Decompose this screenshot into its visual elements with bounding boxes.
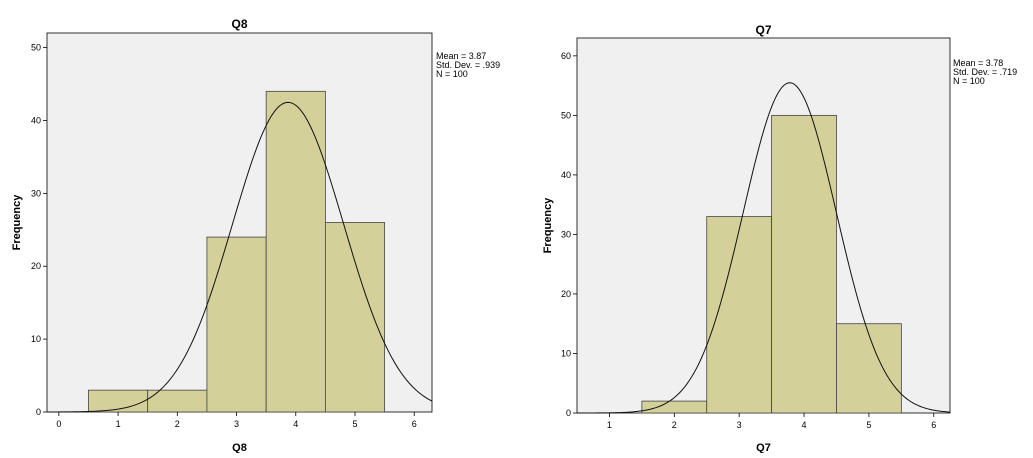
y-tick-label: 20 <box>31 261 41 271</box>
stats-line: N = 100 <box>436 69 468 79</box>
chart-title: Q8 <box>231 17 247 31</box>
y-tick-label: 50 <box>561 110 571 120</box>
histogram-bar <box>324 222 386 413</box>
y-tick-label: 30 <box>561 229 571 239</box>
stats-line: Mean = 3.87 <box>436 51 486 61</box>
y-tick-label: 0 <box>566 408 571 418</box>
histogram-bar <box>836 323 902 414</box>
stats-line: Mean = 3.78 <box>953 58 1003 68</box>
y-tick-label: 40 <box>561 170 571 180</box>
normal-curve <box>577 82 951 414</box>
x-axis-label: Q7 <box>756 442 771 453</box>
y-tick-label: 10 <box>561 348 571 358</box>
x-tick-label: 3 <box>737 420 742 430</box>
x-tick-label: 4 <box>802 420 807 430</box>
x-tick-label: 1 <box>116 419 121 429</box>
x-tick-label: 4 <box>293 419 298 429</box>
chart-q8: 0 1 2 3 4 5 6 0 10 20 30 40 50 Q8 Q8 Frequency Mean = 3.… <box>11 17 500 454</box>
y-tick-label: 0 <box>36 407 41 417</box>
x-tick-label: 5 <box>352 419 357 429</box>
x-tick-label: 3 <box>234 419 239 429</box>
histogram-bar <box>706 216 773 414</box>
y-tick-label: 30 <box>31 188 41 198</box>
x-axis-label: Q8 <box>232 442 247 453</box>
y-tick-label: 10 <box>31 334 41 344</box>
x-tick-label: 1 <box>607 420 612 430</box>
y-tick-label: 60 <box>561 51 571 61</box>
y-tick-label: 40 <box>31 115 41 125</box>
x-tick-label: 6 <box>412 419 417 429</box>
y-axis-label: Frequency <box>542 197 554 254</box>
y-axis-label: Frequency <box>11 194 23 251</box>
stats-line: Std. Dev. = .939 <box>436 60 500 70</box>
stats-line: N = 100 <box>953 76 985 86</box>
stats-line: Std. Dev. = .719 <box>953 67 1017 77</box>
histogram-bar <box>641 400 708 414</box>
chart-title: Q7 <box>755 23 771 37</box>
x-tick-label: 0 <box>56 419 61 429</box>
x-tick-label: 5 <box>866 420 871 430</box>
normal-curve <box>47 101 433 413</box>
x-tick-label: 2 <box>672 420 677 430</box>
y-tick-label: 20 <box>561 289 571 299</box>
histogram-bar <box>771 114 837 414</box>
x-tick-label: 2 <box>175 419 180 429</box>
x-tick-label: 6 <box>931 420 936 430</box>
histogram-bar <box>206 236 267 413</box>
y-tick-label: 50 <box>31 43 41 53</box>
